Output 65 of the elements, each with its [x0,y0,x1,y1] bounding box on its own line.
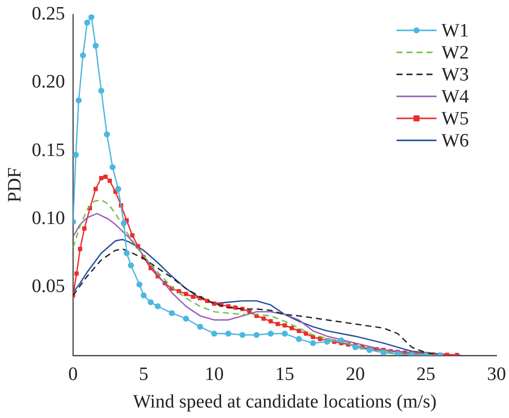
y-tick-label: 0.15 [32,140,66,161]
point [140,292,147,298]
x-tick-label: 0 [68,364,78,385]
legend-label: W2 [442,42,469,64]
point [282,330,288,337]
point [154,303,161,310]
point [338,337,344,344]
point [296,336,302,342]
point [211,330,218,337]
x-tick-label: 10 [204,364,224,385]
point [99,176,104,180]
point [73,152,79,158]
x-axis-title: Wind speed at candidate locations (m/s) [132,392,437,413]
y-tick-label: 0.05 [32,276,66,298]
point [233,306,238,310]
legend-label: W6 [442,130,469,152]
point [380,350,387,356]
point [205,298,210,303]
point [103,174,108,179]
point [88,14,94,20]
point [310,340,316,346]
point [268,330,274,337]
point [82,226,86,231]
point [94,186,98,192]
point [136,281,142,288]
x-tick-label: 5 [138,364,148,385]
point [239,332,246,338]
point [254,332,260,338]
legend-label: W1 [442,20,469,42]
y-axis-title: PDF [4,167,26,202]
point [110,164,116,170]
point [148,299,154,306]
point [124,250,130,256]
point [128,262,134,268]
point [130,233,134,238]
point [190,294,196,299]
point [84,20,90,26]
x-tick-label: 15 [275,364,294,385]
x-tick-label: 25 [416,364,436,385]
point [104,131,110,138]
point [282,323,287,328]
legend-label: W5 [442,108,469,130]
y-tick-label: 0.20 [32,72,66,93]
point [352,344,358,350]
legend-label: W3 [442,64,469,86]
point [168,310,175,316]
point [182,316,189,322]
point [108,178,112,183]
point [296,328,302,333]
point [268,319,273,324]
point [197,324,204,330]
y-tick-label: 0.25 [32,3,66,24]
point [80,52,86,58]
point [225,330,232,337]
point [76,97,82,104]
legend-label: W4 [442,86,470,108]
point [120,220,127,226]
point [115,186,122,192]
y-tick-label: 0.10 [32,208,66,229]
point [290,326,294,330]
x-tick-label: 20 [346,364,365,385]
x-tick-label: 30 [487,364,506,385]
point [276,322,280,326]
point [98,88,104,94]
point [92,42,99,49]
